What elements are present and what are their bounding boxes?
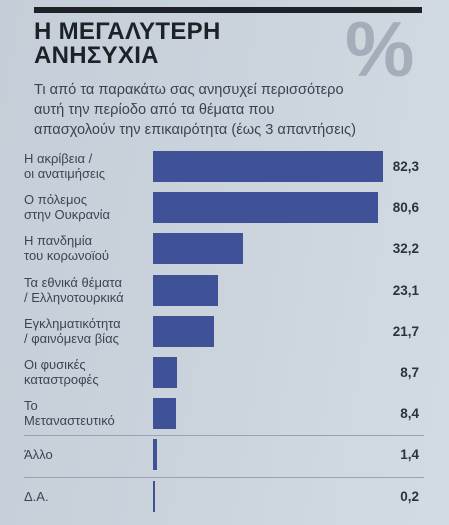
category-label-line: Το bbox=[24, 398, 38, 414]
value-label: 23,1 bbox=[392, 282, 419, 298]
category-label-line: / Ελληνοτουρκικά bbox=[24, 289, 124, 305]
value-label: 8,4 bbox=[400, 406, 419, 422]
value-label: 1,4 bbox=[400, 447, 419, 463]
row-divider bbox=[24, 435, 424, 437]
top-rule bbox=[34, 7, 422, 13]
value-label: 21,7 bbox=[392, 323, 419, 339]
bar bbox=[153, 439, 157, 471]
category-label-line: Εγκληματικότητα bbox=[24, 315, 121, 331]
bar bbox=[153, 192, 379, 224]
category-label-line: του κορωνοϊού bbox=[24, 248, 109, 264]
bar bbox=[153, 398, 177, 430]
bar bbox=[153, 357, 178, 388]
category-label: Οι φυσικές καταστροφές bbox=[24, 357, 149, 387]
category-label-line: οι ανατιμήσεις bbox=[24, 166, 105, 181]
category-label-line: στην Ουκρανία bbox=[24, 207, 111, 223]
value-label: 82,3 bbox=[392, 159, 419, 174]
bar bbox=[153, 315, 214, 347]
bar bbox=[153, 274, 218, 306]
chart-title: Η ΜΕΓΑΛΥΤΕΡΗ ΑΝΗΣΥΧΙΑ bbox=[34, 20, 221, 68]
category-label: Ο πόλεμος στην Ουκρανία bbox=[24, 192, 149, 222]
category-label: Δ.Α. bbox=[24, 489, 149, 504]
category-label-line: Δ.Α. bbox=[24, 488, 49, 504]
category-label-line: Οι φυσικές bbox=[24, 357, 86, 372]
category-label-line: Τα εθνικά θέματα bbox=[24, 274, 123, 290]
category-label: Η ακρίβεια / οι ανατιμήσεις bbox=[24, 151, 149, 181]
title-line-1: Η ΜΕΓΑΛΥΤΕΡΗ bbox=[34, 18, 221, 45]
category-label-line: Μεταναστευτικό bbox=[24, 413, 115, 429]
category-label: Το Μεταναστευτικό bbox=[24, 398, 149, 428]
category-label-line: Η ακρίβεια / bbox=[24, 151, 93, 166]
bar bbox=[153, 151, 383, 182]
percent-icon: % bbox=[345, 5, 415, 93]
value-label: 0,2 bbox=[400, 488, 419, 504]
subtitle-line-1: Τι από τα παρακάτω σας ανησυχεί περισσότ… bbox=[34, 82, 344, 98]
value-label: 32,2 bbox=[392, 241, 419, 257]
value-label: 80,6 bbox=[392, 200, 419, 216]
subtitle-line-2: αυτή την περίοδο από τα θέματα που bbox=[34, 102, 275, 118]
category-label-line: Η πανδημία bbox=[24, 233, 93, 249]
category-label: Άλλο bbox=[24, 447, 149, 462]
bar bbox=[153, 233, 243, 265]
category-label-line: Άλλο bbox=[24, 447, 53, 463]
category-label: Εγκληματικότητα / φαινόμενα βίας bbox=[24, 316, 149, 346]
subtitle-line-3: απασχολούν την επικαιρότητα (έως 3 απαντ… bbox=[34, 122, 356, 138]
chart-subtitle: Τι από τα παρακάτω σας ανησυχεί περισσότ… bbox=[34, 80, 414, 140]
bar bbox=[153, 480, 155, 512]
category-label: Τα εθνικά θέματα / Ελληνοτουρκικά bbox=[24, 275, 149, 305]
category-label-line: καταστροφές bbox=[24, 372, 99, 387]
category-label-line: Ο πόλεμος bbox=[24, 192, 87, 208]
category-label: Η πανδημία του κορωνοϊού bbox=[24, 233, 149, 263]
value-label: 8,7 bbox=[400, 365, 419, 380]
category-label-line: / φαινόμενα βίας bbox=[24, 330, 119, 346]
title-line-2: ΑΝΗΣΥΧΙΑ bbox=[34, 42, 159, 69]
row-divider bbox=[24, 476, 424, 478]
